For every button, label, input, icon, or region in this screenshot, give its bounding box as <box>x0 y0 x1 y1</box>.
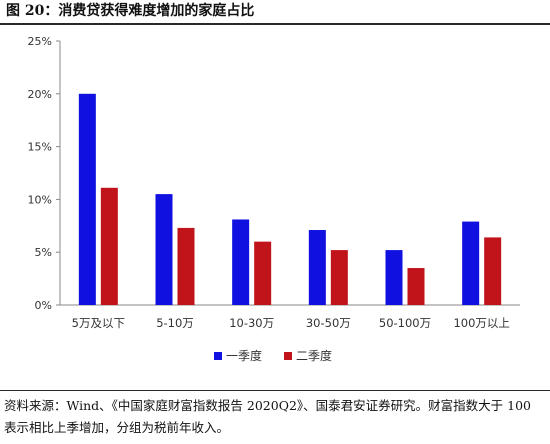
y-tick-label: 20% <box>28 88 52 101</box>
bar-q1-1 <box>155 194 173 305</box>
legend-swatch-0 <box>214 352 222 360</box>
chart-axes: 0% 5% 10% 15% 20% 25% <box>28 35 520 312</box>
x-tick-label: 100万以上 <box>453 316 509 330</box>
bar-q1-5 <box>462 221 480 305</box>
bar-chart: 0%5%10%15%20%25% 5万及以下 5-10万 10-30万 30-50万 5… <box>28 35 520 363</box>
bar-q1-0 <box>78 93 96 305</box>
x-tick-label: 5万及以下 <box>72 316 125 330</box>
x-tick-label: 10-30万 <box>229 316 274 330</box>
title-divider <box>0 23 550 25</box>
bar-q1-2 <box>232 219 250 305</box>
legend-label-0: 一季度 <box>226 348 262 363</box>
bar-q2-2 <box>254 241 272 305</box>
chart-labels: 5万及以下 5-10万 10-30万 30-50万 50-100万 100万以上 <box>72 316 510 330</box>
bar-q2-3 <box>330 250 348 305</box>
x-tick-label: 5-10万 <box>156 316 194 330</box>
x-tick-label: 30-50万 <box>306 316 351 330</box>
bar-q2-5 <box>484 237 502 305</box>
bar-q1-3 <box>308 230 326 305</box>
bar-q2-0 <box>100 187 118 305</box>
bar-q2-1 <box>177 227 195 305</box>
y-tick-label: 15% <box>28 141 52 154</box>
y-tick-label: 0% <box>35 299 52 312</box>
source-divider <box>0 390 550 391</box>
bar-q2-4 <box>407 268 425 305</box>
y-tick-label: 10% <box>28 193 52 206</box>
y-tick-label: 5% <box>35 246 52 259</box>
figure-title: 图 20：消费贷获得难度增加的家庭占比 <box>6 3 255 19</box>
x-tick-label: 50-100万 <box>379 316 431 330</box>
y-tick-label: 25% <box>28 35 52 48</box>
source-note: 资料来源：Wind、《中国家庭财富指数报告 2020Q2》、国泰君安证券研究。财… <box>4 398 531 435</box>
chart-legend: 一季度 二季度 <box>214 348 332 363</box>
bar-q1-4 <box>385 250 403 305</box>
legend-label-1: 二季度 <box>296 348 332 363</box>
chart-bars <box>78 93 502 305</box>
legend-swatch-1 <box>284 352 292 360</box>
